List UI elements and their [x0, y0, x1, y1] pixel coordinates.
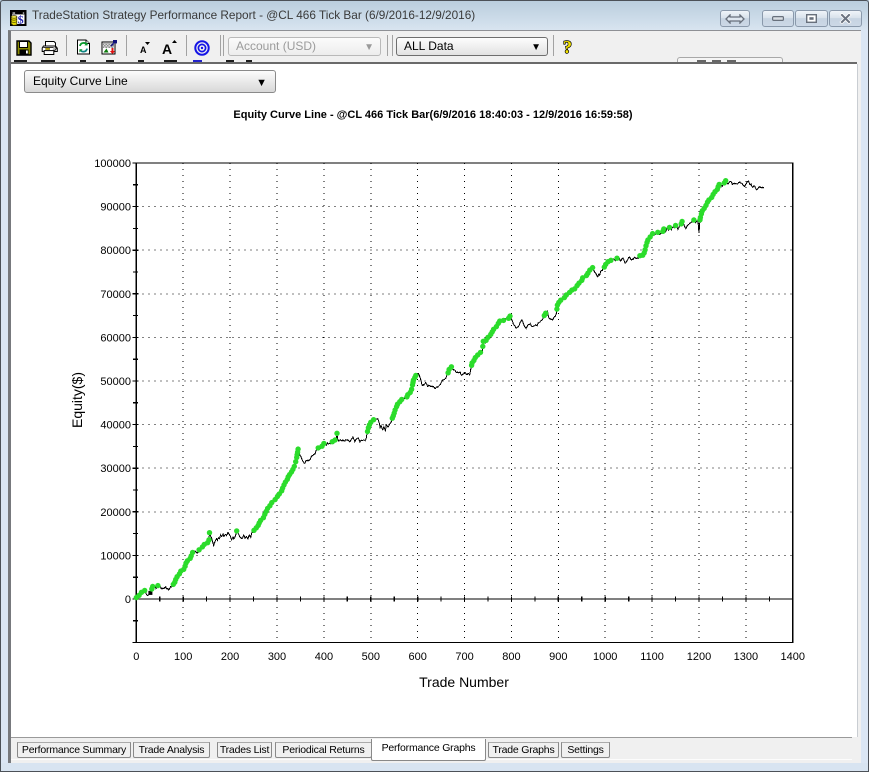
svg-text:50000: 50000	[100, 376, 131, 388]
svg-text:1200: 1200	[687, 651, 711, 663]
svg-text:80000: 80000	[100, 245, 131, 257]
svg-text:400: 400	[315, 651, 333, 663]
svg-text:70000: 70000	[100, 289, 131, 301]
svg-text:600: 600	[409, 651, 427, 663]
svg-text:?: ?	[563, 38, 572, 57]
svg-text:60000: 60000	[100, 332, 131, 344]
svg-text:Equity Curve Line - @CL 466 Ti: Equity Curve Line - @CL 466 Tick Bar(6/9…	[233, 109, 633, 121]
svg-text:800: 800	[502, 651, 520, 663]
svg-text:100000: 100000	[94, 158, 131, 170]
svg-text:20000: 20000	[100, 507, 131, 519]
svg-text:Equity($): Equity($)	[69, 372, 85, 428]
svg-text:1000: 1000	[593, 651, 617, 663]
svg-text:1100: 1100	[640, 651, 664, 663]
svg-text:40000: 40000	[100, 420, 131, 432]
svg-text:90000: 90000	[100, 202, 131, 214]
svg-text:1400: 1400	[781, 651, 805, 663]
svg-text:10000: 10000	[100, 550, 131, 562]
svg-text:30000: 30000	[100, 463, 131, 475]
svg-text:1300: 1300	[734, 651, 758, 663]
svg-text:300: 300	[268, 651, 286, 663]
svg-text:0: 0	[133, 651, 139, 663]
svg-text:0: 0	[125, 594, 131, 606]
svg-text:A: A	[162, 41, 172, 55]
svg-text:100: 100	[174, 651, 192, 663]
svg-text:200: 200	[221, 651, 239, 663]
svg-text:Trade Number: Trade Number	[419, 674, 509, 690]
svg-text:$: $	[18, 13, 24, 27]
svg-text:900: 900	[549, 651, 567, 663]
svg-text:700: 700	[455, 651, 473, 663]
svg-text:500: 500	[362, 651, 380, 663]
svg-text:A: A	[140, 45, 147, 54]
